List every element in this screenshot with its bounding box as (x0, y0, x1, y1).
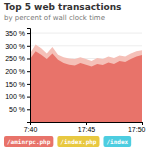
y-tick: 50 % (9, 106, 30, 113)
x-tick: 7:40 (24, 122, 38, 133)
x-tick-label: 17:45 (78, 126, 96, 133)
y-tick-mark (27, 71, 30, 72)
y-tick: 350 % (5, 30, 30, 37)
chart: Top 5 web transactions by percent of wall… (0, 0, 150, 150)
x-tick: 17:50 (128, 122, 146, 133)
y-tick-mark (27, 33, 30, 34)
y-tick-label: 350 % (5, 30, 25, 37)
y-tick: 300 % (5, 43, 30, 50)
area (30, 51, 142, 122)
legend-swatch (4, 136, 53, 147)
grid (30, 33, 142, 122)
legend-swatch (103, 136, 131, 147)
y-tick: 150 % (5, 81, 30, 88)
y-tick-mark (27, 109, 30, 110)
grid-line (30, 45, 142, 46)
x-tick-mark (30, 122, 31, 125)
y-tick-mark (27, 46, 30, 47)
title: Top 5 web transactions (4, 2, 121, 12)
legend: /aminrpc.php/index.php/index (4, 136, 131, 147)
y-tick-label: 50 % (9, 106, 25, 113)
x-tick-mark (86, 122, 87, 125)
y-tick: 250 % (5, 55, 30, 62)
subtitle: by percent of wall clock time (4, 14, 105, 22)
plot-area (30, 45, 142, 122)
legend-label: /index (106, 138, 128, 145)
x-axis-line (31, 123, 143, 126)
x-tick: 17:45 (78, 122, 96, 133)
x-tick-label: 7:40 (24, 126, 38, 133)
y-tick-mark (27, 97, 30, 98)
y-tick-mark (27, 58, 30, 59)
area (30, 45, 142, 122)
legend-label: /index.php (60, 138, 97, 146)
y-tick-label: 250 % (5, 55, 25, 62)
y-axis: 350 % 300 % 250 % 200 % 150 % 100 % 50 % (5, 29, 30, 123)
y-tick: 200 % (5, 68, 30, 75)
legend-swatch (57, 136, 99, 147)
legend-item: /index (103, 136, 131, 147)
x-axis: 7:40 17:45 17:50 (24, 122, 146, 133)
y-axis-line (27, 29, 31, 123)
y-tick-mark (27, 84, 30, 85)
legend-item: /aminrpc.php (4, 136, 53, 147)
x-tick-label: 17:50 (128, 126, 146, 133)
y-tick-label: 100 % (5, 93, 25, 100)
y-tick-mark (27, 122, 30, 123)
x-tick-mark (142, 122, 143, 125)
y-tick (27, 122, 30, 123)
y-tick-label: 150 % (5, 81, 25, 88)
y-tick-label: 300 % (5, 43, 25, 50)
y-tick-label: 200 % (5, 68, 25, 75)
legend-label: /aminrpc.php (7, 138, 51, 146)
legend-item: /index.php (57, 136, 99, 147)
grid-line (30, 33, 142, 34)
y-tick: 100 % (5, 93, 30, 100)
